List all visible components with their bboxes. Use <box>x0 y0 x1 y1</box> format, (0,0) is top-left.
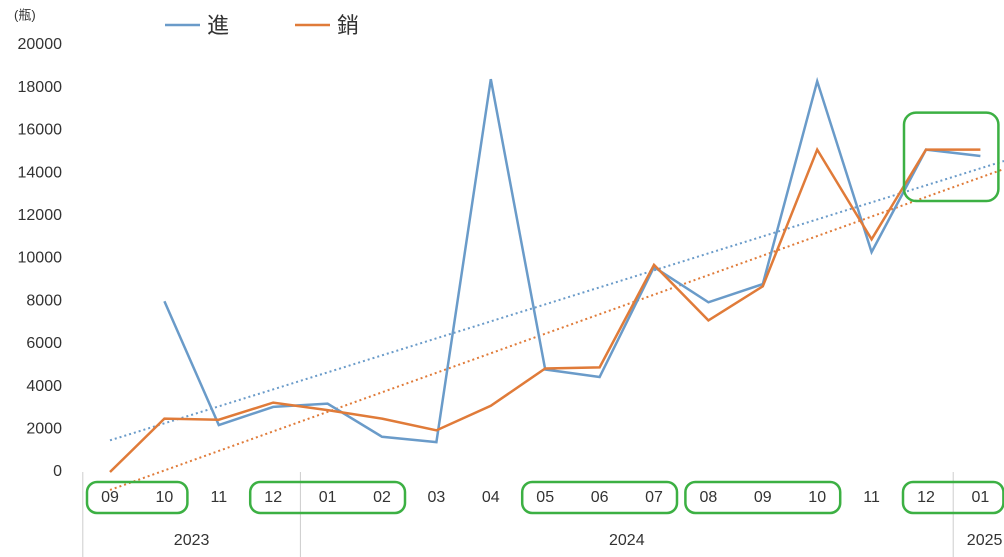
x-tick-label: 07 <box>645 489 663 506</box>
y-tick-label: 0 <box>53 463 62 480</box>
x-tick-label: 02 <box>373 489 391 506</box>
y-axis-label: (瓶) <box>14 7 36 22</box>
y-tick-label: 16000 <box>18 122 63 139</box>
x-tick-label: 03 <box>428 489 446 506</box>
y-tick-label: 8000 <box>26 292 62 309</box>
y-tick-label: 10000 <box>18 250 63 267</box>
x-tick-label: 11 <box>863 489 880 506</box>
x-tick-label: 04 <box>482 489 500 506</box>
legend-label: 進 <box>207 13 229 38</box>
series-line <box>163 76 981 444</box>
x-tick-label: 11 <box>210 489 227 506</box>
trend-line <box>109 160 1004 442</box>
trend-line <box>109 168 1004 491</box>
y-tick-label: 20000 <box>18 36 63 53</box>
x-tick-label: 12 <box>917 489 935 506</box>
highlight-box <box>85 480 189 515</box>
x-tick-label: 01 <box>319 489 337 506</box>
x-tick-label: 05 <box>536 489 554 506</box>
y-tick-label: 14000 <box>18 164 63 181</box>
y-tick-label: 4000 <box>26 378 62 395</box>
y-tick-label: 18000 <box>18 79 63 96</box>
y-tick-label: 2000 <box>26 421 62 438</box>
highlight-box <box>684 480 842 515</box>
highlight-box <box>901 480 1004 515</box>
x-group-label: 2024 <box>609 532 645 549</box>
x-tick-label: 08 <box>700 489 718 506</box>
x-tick-label: 12 <box>264 489 282 506</box>
highlight-box <box>902 111 1000 203</box>
legend-label: 銷 <box>337 13 359 38</box>
y-tick-label: 12000 <box>18 207 63 224</box>
x-tick-label: 09 <box>754 489 772 506</box>
x-tick-label: 10 <box>156 489 174 506</box>
highlight-box <box>248 480 407 515</box>
series-line <box>109 146 981 473</box>
x-tick-label: 09 <box>101 489 119 506</box>
x-tick-label: 01 <box>972 489 990 506</box>
x-group-label: 2025 <box>967 532 1003 549</box>
x-tick-label: 10 <box>808 489 826 506</box>
y-tick-label: 6000 <box>26 335 62 352</box>
x-tick-label: 06 <box>591 489 609 506</box>
highlight-box <box>520 480 679 515</box>
x-group-label: 2023 <box>174 532 210 549</box>
